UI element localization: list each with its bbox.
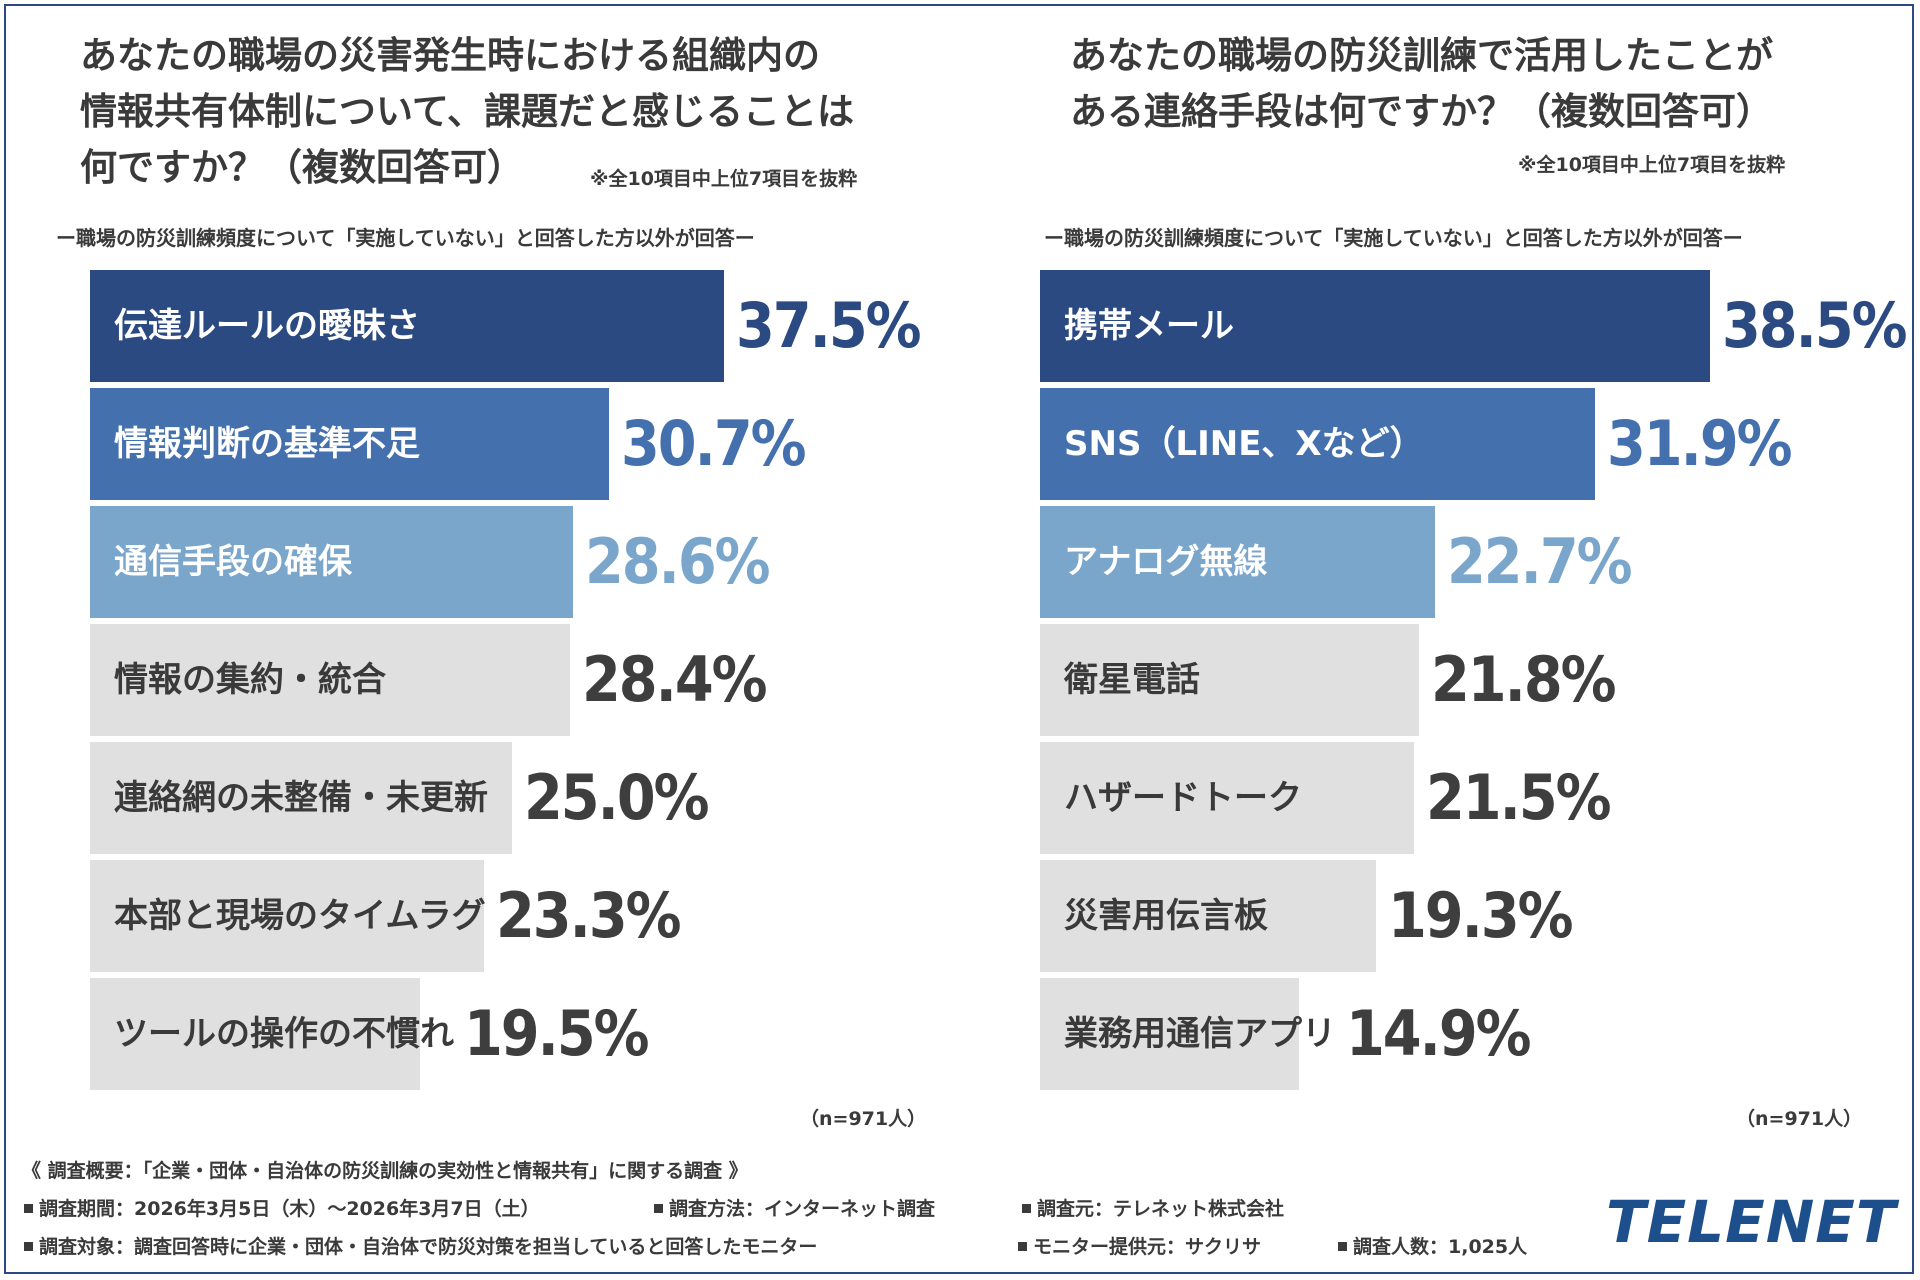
- left-bar-label-6: 本部と現場のタイムラグ: [114, 896, 486, 936]
- survey-period: 調査期間：2026年3月5日（木）〜2026年3月7日（土）: [24, 1194, 540, 1221]
- right-bar-value-3: 22.7%: [1447, 525, 1633, 598]
- left-bar-label-2: 情報判断の基準不足: [114, 424, 420, 464]
- right-bar-3: [1040, 506, 1435, 618]
- left-subtitle: ー職場の防災訓練頻度について「実施していない」と回答した方以外が回答ー: [56, 226, 755, 250]
- left-bar-3: [90, 506, 573, 618]
- right-sample-size: （n=971人）: [1736, 1108, 1863, 1130]
- left-bar-label-4: 情報の集約・統合: [114, 660, 386, 700]
- left-bar-label-7: ツールの操作の不慣れ: [114, 1014, 454, 1054]
- right-bar-5: [1040, 742, 1414, 854]
- left-sample-size: （n=971人）: [800, 1108, 927, 1130]
- right-bar-value-2: 31.9%: [1607, 407, 1793, 480]
- left-note: ※全10項目中上位7項目を抜粋: [590, 168, 858, 190]
- left-bar-label-3: 通信手段の確保: [114, 542, 352, 582]
- left-bar-2: [90, 388, 609, 500]
- telenet-logo: TELENET: [1606, 1188, 1897, 1256]
- right-bar-label-2: SNS（LINE、Xなど）: [1064, 424, 1424, 464]
- survey-count-text: 調査人数：1,025人: [1353, 1236, 1528, 1258]
- survey-summary: 《 調査概要：「企業・団体・自治体の防災訓練の実効性と情報共有」に関する調査 》: [22, 1160, 748, 1182]
- left-bar-6: [90, 860, 484, 972]
- survey-source: 調査元：テレネット株式会社: [1022, 1194, 1284, 1221]
- right-bar-value-5: 21.5%: [1426, 761, 1612, 834]
- right-note: ※全10項目中上位7項目を抜粋: [1518, 154, 1786, 176]
- right-bar-1: [1040, 270, 1710, 382]
- left-bar-value-5: 25.0%: [524, 761, 710, 834]
- right-bar-4: [1040, 624, 1419, 736]
- left-question-title: あなたの職場の災害発生時における組織内の 情報共有体制について、課題だと感じるこ…: [80, 34, 855, 189]
- right-bar-6: [1040, 860, 1376, 972]
- survey-period-text: 調査期間：2026年3月5日（木）〜2026年3月7日（土）: [39, 1198, 540, 1220]
- survey-source-text: 調査元：テレネット株式会社: [1037, 1198, 1285, 1220]
- left-bar-5: [90, 742, 512, 854]
- bullet-square-icon: [654, 1204, 663, 1213]
- survey-provider: モニター提供元：サクリサ: [1018, 1232, 1261, 1259]
- left-bar-value-1: 37.5%: [736, 289, 922, 362]
- left-bar-value-3: 28.6%: [585, 525, 771, 598]
- survey-method-text: 調査方法：インターネット調査: [669, 1198, 936, 1220]
- survey-method: 調査方法：インターネット調査: [654, 1194, 935, 1221]
- survey-target-text: 調査対象：調査回答時に企業・団体・自治体で防災対策を担当していると回答したモニタ…: [39, 1236, 818, 1258]
- right-question-title: あなたの職場の防災訓練で活用したことが ある連絡手段は何ですか？（複数回答可）: [1070, 34, 1773, 133]
- right-bar-label-1: 携帯メール: [1064, 306, 1234, 346]
- left-bar-label-5: 連絡網の未整備・未更新: [114, 778, 488, 818]
- left-bar-7: [90, 978, 420, 1090]
- left-bar-value-4: 28.4%: [582, 643, 768, 716]
- right-bar-7: [1040, 978, 1299, 1090]
- right-bar-2: [1040, 388, 1595, 500]
- left-bar-value-2: 30.7%: [621, 407, 807, 480]
- bullet-square-icon: [1022, 1204, 1031, 1213]
- left-bar-value-6: 23.3%: [496, 879, 682, 952]
- bullet-square-icon: [1018, 1242, 1027, 1251]
- left-bar-4: [90, 624, 570, 736]
- right-bar-label-6: 災害用伝言板: [1064, 896, 1268, 936]
- right-bar-value-7: 14.9%: [1346, 997, 1532, 1070]
- survey-count: 調査人数：1,025人: [1338, 1232, 1527, 1259]
- left-bar-label-1: 伝達ルールの曖昧さ: [114, 306, 420, 346]
- bullet-square-icon: [24, 1242, 33, 1251]
- survey-provider-text: モニター提供元：サクリサ: [1033, 1236, 1262, 1258]
- right-bar-value-4: 21.8%: [1431, 643, 1617, 716]
- bullet-square-icon: [1338, 1242, 1347, 1251]
- right-bar-value-6: 19.3%: [1388, 879, 1574, 952]
- right-subtitle: ー職場の防災訓練頻度について「実施していない」と回答した方以外が回答ー: [1044, 226, 1743, 250]
- bullet-square-icon: [24, 1204, 33, 1213]
- right-bar-label-7: 業務用通信アプリ: [1064, 1014, 1336, 1054]
- right-bar-label-3: アナログ無線: [1064, 542, 1268, 582]
- right-bar-label-4: 衛星電話: [1064, 660, 1200, 700]
- left-bar-1: [90, 270, 724, 382]
- right-bar-label-5: ハザードトーク: [1064, 778, 1302, 818]
- survey-target: 調査対象：調査回答時に企業・団体・自治体で防災対策を担当していると回答したモニタ…: [24, 1232, 817, 1259]
- left-bar-value-7: 19.5%: [464, 997, 650, 1070]
- right-bar-value-1: 38.5%: [1722, 289, 1908, 362]
